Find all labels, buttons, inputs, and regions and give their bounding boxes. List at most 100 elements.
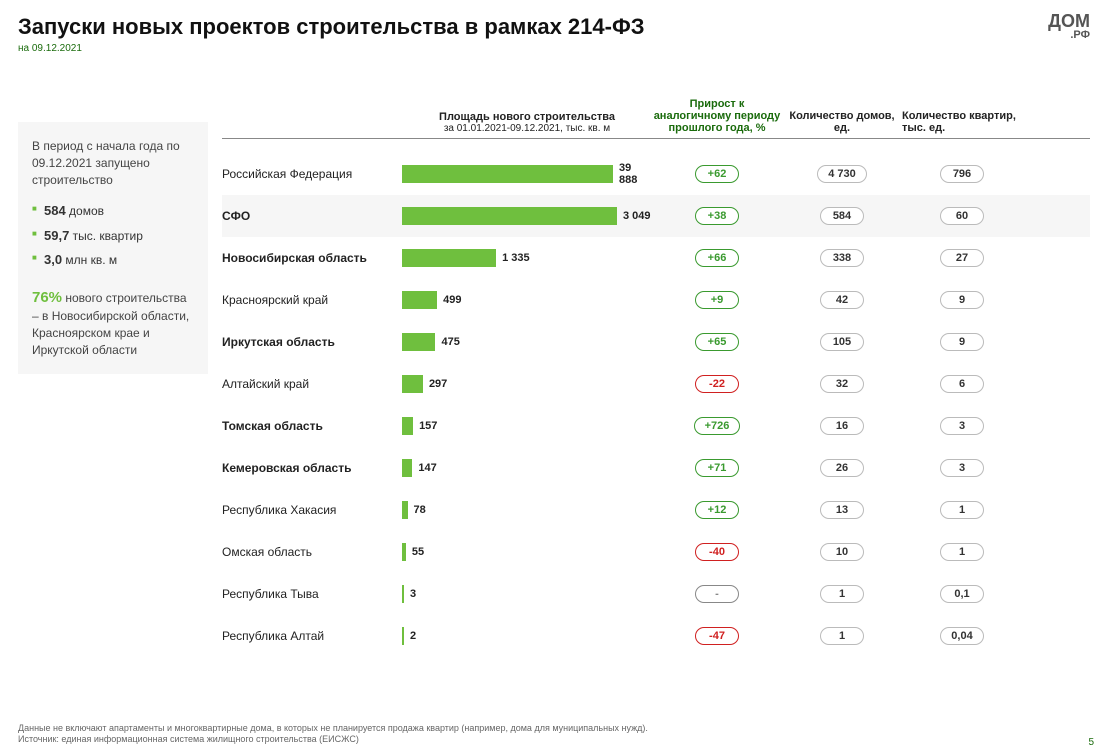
region-name: Томская область: [222, 419, 402, 433]
region-name: Республика Тыва: [222, 587, 402, 601]
bar-value: 157: [419, 420, 437, 432]
sidebar: В период с начала года по 09.12.2021 зап…: [18, 122, 208, 374]
bar-cell: 3 049: [402, 207, 652, 225]
table-row: Новосибирская область 1 335 +66 338 27: [222, 237, 1090, 279]
col-area-sub: за 01.01.2021-09.12.2021, тыс. кв. м: [402, 123, 652, 134]
flats-cell: 1: [902, 543, 1022, 561]
bar-value: 55: [412, 546, 424, 558]
houses-badge: 32: [820, 375, 864, 393]
houses-badge: 1: [820, 585, 864, 603]
table-row: Республика Тыва3-10,1: [222, 573, 1090, 615]
flats-cell: 3: [902, 459, 1022, 477]
footer-line2: Источник: единая информационная система …: [18, 734, 1090, 746]
bar-cell: 157: [402, 417, 652, 435]
sidebar-stat-value: 584: [44, 203, 66, 218]
growth-cell: +726: [652, 417, 782, 435]
bar-cell: 55: [402, 543, 652, 561]
bar: [402, 249, 496, 267]
growth-cell: +71: [652, 459, 782, 477]
bar-cell: 1 335: [402, 249, 652, 267]
bar-cell: 475: [402, 333, 652, 351]
growth-cell: +9: [652, 291, 782, 309]
growth-cell: +62: [652, 165, 782, 183]
houses-cell: 32: [782, 375, 902, 393]
region-name: Новосибирская область: [222, 251, 402, 265]
growth-cell: -40: [652, 543, 782, 561]
col-houses: Количество домов, ед.: [782, 110, 902, 134]
region-name: Алтайский край: [222, 377, 402, 391]
flats-cell: 796: [902, 165, 1022, 183]
flats-cell: 27: [902, 249, 1022, 267]
growth-pill: +65: [695, 333, 739, 351]
growth-pill: +62: [695, 165, 739, 183]
growth-pill: -40: [695, 543, 739, 561]
bar-cell: 3: [402, 585, 652, 603]
flats-cell: 1: [902, 501, 1022, 519]
houses-badge: 338: [820, 249, 864, 267]
table-row: Омская область55-40101: [222, 531, 1090, 573]
flats-badge: 3: [940, 417, 984, 435]
flats-badge: 6: [940, 375, 984, 393]
houses-cell: 4 730: [782, 165, 902, 183]
houses-badge: 10: [820, 543, 864, 561]
col-area: Площадь нового строительства за 01.01.20…: [402, 111, 652, 134]
column-headers: Площадь нового строительства за 01.01.20…: [222, 98, 1090, 139]
houses-badge: 105: [820, 333, 864, 351]
bar-value: 475: [441, 336, 459, 348]
region-name: СФО: [222, 209, 402, 223]
houses-cell: 1: [782, 627, 902, 645]
houses-badge: 1: [820, 627, 864, 645]
flats-cell: 3: [902, 417, 1022, 435]
houses-badge: 4 730: [817, 165, 867, 183]
growth-pill: +9: [695, 291, 739, 309]
houses-cell: 10: [782, 543, 902, 561]
flats-cell: 9: [902, 333, 1022, 351]
bar-cell: 499: [402, 291, 652, 309]
growth-cell: +12: [652, 501, 782, 519]
bar-cell: 147: [402, 459, 652, 477]
flats-cell: 0,04: [902, 627, 1022, 645]
region-name: Республика Хакасия: [222, 503, 402, 517]
table-row: Российская Федерация39 888+624 730796: [222, 153, 1090, 195]
bar-value: 3 049: [623, 210, 651, 222]
table-row: Алтайский край297-22 32 6: [222, 363, 1090, 405]
flats-cell: 6: [902, 375, 1022, 393]
growth-cell: +38: [652, 207, 782, 225]
houses-badge: 584: [820, 207, 864, 225]
growth-pill: +71: [695, 459, 739, 477]
bar: [402, 627, 404, 645]
growth-cell: -22: [652, 375, 782, 393]
houses-cell: 1: [782, 585, 902, 603]
table-row: Иркутская область 475 +65 105 9: [222, 321, 1090, 363]
col-flats: Количество квартир, тыс. ед.: [902, 110, 1022, 134]
flats-badge: 0,1: [940, 585, 984, 603]
houses-cell: 584: [782, 207, 902, 225]
growth-cell: +65: [652, 333, 782, 351]
flats-badge: 0,04: [940, 627, 984, 645]
growth-pill: +726: [694, 417, 741, 435]
bar: [402, 543, 406, 561]
sidebar-stat-item: 584 домов: [32, 202, 194, 220]
bar-value: 1 335: [502, 252, 530, 264]
bar-value: 2: [410, 630, 416, 642]
footer: Данные не включают апартаменты и многокв…: [18, 723, 1090, 746]
sidebar-stat-item: 59,7 тыс. квартир: [32, 227, 194, 245]
table-row: Томская область 157 +726 16 3: [222, 405, 1090, 447]
region-name: Иркутская область: [222, 335, 402, 349]
table-row: Красноярский край499+9429: [222, 279, 1090, 321]
houses-cell: 16: [782, 417, 902, 435]
logo: ДОМ .РФ: [1048, 14, 1090, 42]
houses-cell: 26: [782, 459, 902, 477]
bar-value: 499: [443, 294, 461, 306]
growth-pill: -47: [695, 627, 739, 645]
sidebar-stat-item: 3,0 млн кв. м: [32, 251, 194, 269]
flats-badge: 9: [940, 291, 984, 309]
page-date: на 09.12.2021: [18, 43, 645, 54]
bar-cell: 78: [402, 501, 652, 519]
houses-badge: 13: [820, 501, 864, 519]
growth-cell: +66: [652, 249, 782, 267]
flats-cell: 60: [902, 207, 1022, 225]
bar-cell: 297: [402, 375, 652, 393]
footer-line1: Данные не включают апартаменты и многокв…: [18, 723, 1090, 735]
region-name: Красноярский край: [222, 293, 402, 307]
